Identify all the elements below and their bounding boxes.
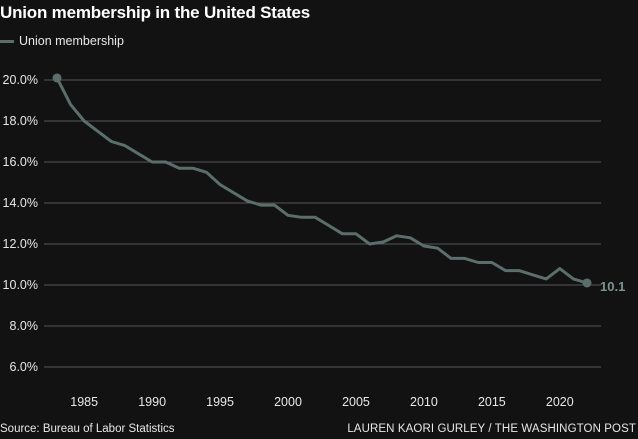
legend-label: Union membership	[19, 34, 124, 48]
y-tick-label: 6.0%	[10, 360, 39, 374]
y-tick-label: 12.0%	[3, 237, 38, 251]
end-value-label: 10.1	[600, 279, 625, 294]
legend: Union membership	[0, 34, 124, 48]
x-tick-label: 1990	[138, 395, 166, 409]
x-tick-label: 2010	[410, 395, 438, 409]
data-labels: 10.1	[600, 279, 625, 294]
end-point	[582, 278, 592, 288]
chart-title: Union membership in the United States	[0, 3, 310, 22]
y-tick-label: 18.0%	[3, 114, 38, 128]
x-tick-label: 1985	[70, 395, 98, 409]
legend-swatch	[0, 39, 14, 43]
x-tick-label: 2020	[546, 395, 574, 409]
x-axis: 1985 1990 1995 2000 2005 2010 2015 2020	[70, 395, 573, 409]
series-line	[55, 76, 589, 285]
x-tick-label: 2005	[342, 395, 370, 409]
x-tick-label: 2000	[274, 395, 302, 409]
y-tick-label: 20.0%	[3, 73, 38, 87]
series-group	[52, 73, 592, 288]
y-tick-label: 14.0%	[3, 196, 38, 210]
x-tick-label: 2015	[478, 395, 506, 409]
y-axis: 6.0% 8.0% 10.0% 12.0% 14.0% 16.0% 18.0% 20.0%	[3, 73, 38, 374]
credit-line: LAUREN KAORI GURLEY / THE WASHINGTON POS…	[347, 423, 636, 435]
start-point	[52, 73, 62, 83]
y-tick-label: 10.0%	[3, 278, 38, 292]
y-tick-label: 8.0%	[10, 319, 39, 333]
source-note: Source: Bureau of Labor Statistics	[0, 423, 175, 435]
y-tick-label: 16.0%	[3, 155, 38, 169]
gridlines	[44, 79, 601, 368]
x-tick-label: 1995	[206, 395, 234, 409]
